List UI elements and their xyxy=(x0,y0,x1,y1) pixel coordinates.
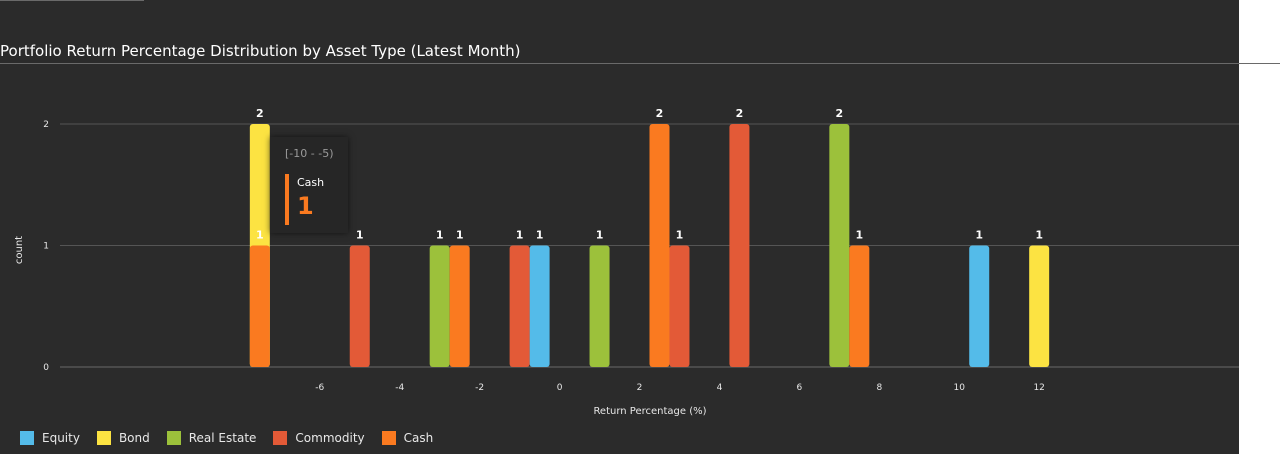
x-tick-label: -6 xyxy=(315,383,324,393)
hover-tooltip: [-10 - -5) Cash 1 xyxy=(270,137,348,233)
bar[interactable] xyxy=(1029,245,1050,368)
x-tick-label: 6 xyxy=(797,383,803,393)
bar[interactable] xyxy=(349,245,370,368)
title-divider xyxy=(0,63,1280,64)
data-label: 1 xyxy=(676,229,684,242)
data-label: 1 xyxy=(1035,229,1043,242)
bar[interactable] xyxy=(429,245,450,368)
legend-label: Real Estate xyxy=(188,431,257,445)
bar[interactable] xyxy=(669,245,690,368)
x-tick-label: 2 xyxy=(637,383,643,393)
legend-item[interactable]: Equity xyxy=(20,431,80,445)
bar[interactable] xyxy=(249,245,270,368)
legend-swatch xyxy=(381,431,396,445)
data-label: 1 xyxy=(456,229,464,242)
bar[interactable] xyxy=(969,245,990,368)
x-tick-label: -2 xyxy=(475,383,484,393)
legend-label: Commodity xyxy=(295,431,365,445)
data-label: 2 xyxy=(836,107,844,120)
legend-item[interactable]: Bond xyxy=(96,431,150,445)
data-label: 1 xyxy=(536,229,544,242)
tooltip-color-bar xyxy=(285,174,289,225)
bar[interactable] xyxy=(829,124,850,367)
data-label: 1 xyxy=(855,229,863,242)
legend-swatch xyxy=(166,431,181,445)
bars xyxy=(249,124,1050,368)
bar[interactable] xyxy=(729,124,750,367)
tooltip-range: [-10 - -5) xyxy=(285,147,334,160)
bar[interactable] xyxy=(649,124,670,367)
data-label: 2 xyxy=(656,107,664,120)
x-tick-label: 4 xyxy=(717,383,723,393)
bar[interactable] xyxy=(589,245,610,368)
bar[interactable] xyxy=(849,245,870,368)
top-divider xyxy=(0,0,144,1)
bar[interactable] xyxy=(509,245,530,368)
bar[interactable] xyxy=(449,245,470,368)
tooltip-value: 1 xyxy=(297,192,314,220)
y-axis-ticks: 0 1 2 xyxy=(43,120,49,373)
chart-panel xyxy=(0,0,1239,454)
legend-item[interactable]: Cash xyxy=(381,431,434,445)
legend-label: Equity xyxy=(42,431,80,445)
data-label: 1 xyxy=(356,229,364,242)
data-label: 1 xyxy=(256,229,264,242)
x-axis-label: Return Percentage (%) xyxy=(593,406,706,417)
data-label: 2 xyxy=(256,107,264,120)
y-tick-label: 1 xyxy=(43,242,49,252)
legend-swatch xyxy=(96,431,111,445)
legend-item[interactable]: Commodity xyxy=(273,431,365,445)
y-tick-label: 0 xyxy=(43,363,49,373)
bar[interactable] xyxy=(529,245,550,368)
x-axis-ticks: -6 -4 -2 0 2 4 6 8 10 12 xyxy=(315,383,1045,393)
tooltip-series: Cash xyxy=(297,176,325,189)
legend-label: Cash xyxy=(403,431,434,445)
x-tick-label: -4 xyxy=(395,383,404,393)
x-tick-label: 12 xyxy=(1033,383,1044,393)
data-label: 1 xyxy=(516,229,524,242)
chart-title: Portfolio Return Percentage Distribution… xyxy=(0,42,521,60)
data-label: 2 xyxy=(736,107,744,120)
x-tick-label: 10 xyxy=(954,383,966,393)
y-tick-label: 2 xyxy=(43,120,49,130)
legend-swatch xyxy=(20,431,34,445)
x-tick-label: 0 xyxy=(557,383,563,393)
y-axis-label: count xyxy=(14,236,25,264)
data-label: 1 xyxy=(975,229,983,242)
legend-swatch xyxy=(273,431,288,445)
legend: Equity Bond Real Estate Commodity Cash xyxy=(20,431,450,445)
x-tick-label: 8 xyxy=(876,383,882,393)
data-label: 1 xyxy=(436,229,444,242)
legend-item[interactable]: Real Estate xyxy=(166,431,257,445)
data-label: 1 xyxy=(596,229,604,242)
legend-label: Bond xyxy=(118,431,150,445)
